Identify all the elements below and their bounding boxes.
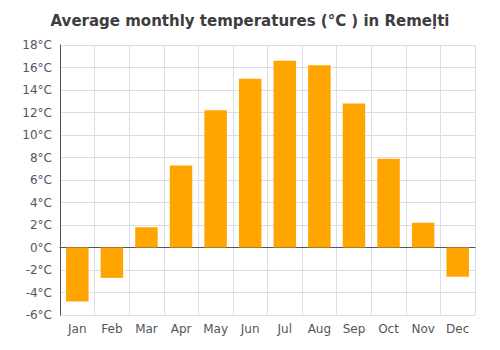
svg-text:-6°C: -6°C [26,308,52,322]
svg-text:16°C: 16°C [22,61,52,75]
svg-text:Oct: Oct [378,322,399,336]
svg-text:Aug: Aug [308,322,331,336]
svg-text:Nov: Nov [411,322,434,336]
svg-text:Feb: Feb [101,322,122,336]
svg-text:12°C: 12°C [22,106,52,120]
svg-text:Average monthly temperatures (: Average monthly temperatures (°C ) in Re… [51,12,450,30]
svg-text:Mar: Mar [135,322,158,336]
svg-text:18°C: 18°C [22,38,52,52]
svg-text:8°C: 8°C [30,151,52,165]
svg-text:-4°C: -4°C [26,286,52,300]
svg-text:0°C: 0°C [30,241,52,255]
svg-text:Jun: Jun [240,322,260,336]
svg-text:Dec: Dec [446,322,469,336]
svg-text:Jul: Jul [277,322,292,336]
svg-text:May: May [203,322,228,336]
svg-text:10°C: 10°C [22,128,52,142]
svg-text:4°C: 4°C [30,196,52,210]
svg-text:14°C: 14°C [22,83,52,97]
svg-text:Apr: Apr [171,322,192,336]
svg-text:6°C: 6°C [30,173,52,187]
svg-text:2°C: 2°C [30,218,52,232]
svg-text:Jan: Jan [67,322,87,336]
svg-text:Sep: Sep [343,322,366,336]
svg-text:-2°C: -2°C [26,263,52,277]
